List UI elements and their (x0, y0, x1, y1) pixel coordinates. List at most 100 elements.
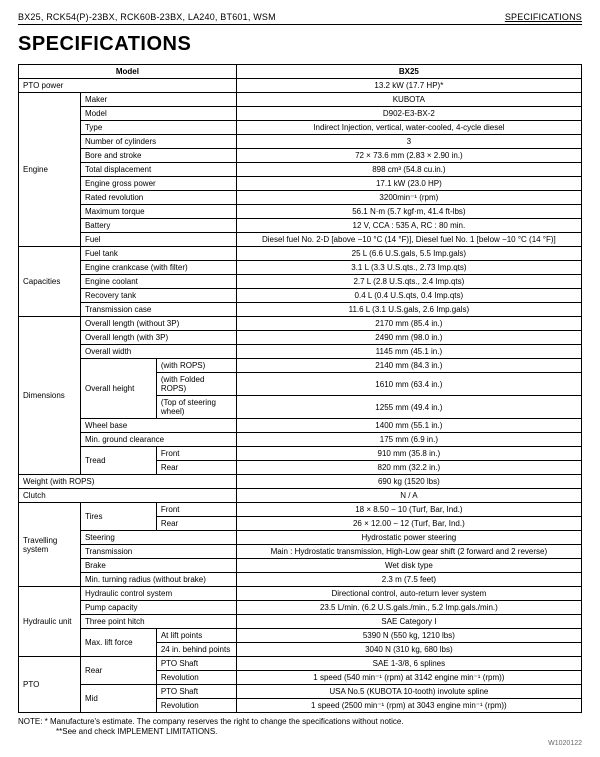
group-pto: PTO (19, 657, 81, 713)
row-value: D902-E3-BX-2 (236, 107, 581, 121)
row-value: 898 cm³ (54.8 cu.in.) (236, 163, 581, 177)
row-value: 0.4 L (0.4 U.S.qts, 0.4 Imp.qts) (236, 289, 581, 303)
model-header-label: Model (19, 65, 237, 79)
row-label: Pump capacity (80, 601, 236, 615)
row-label: Hydraulic control system (80, 587, 236, 601)
row-sublabel: At lift points (156, 629, 236, 643)
row-label: Engine coolant (80, 275, 236, 289)
row-label: Clutch (19, 489, 237, 503)
row-label: Mid (80, 685, 156, 713)
row-value: 11.6 L (3.1 U.S.gals, 2.6 Imp.gals) (236, 303, 581, 317)
row-label: Number of cylinders (80, 135, 236, 149)
model-header-value: BX25 (236, 65, 581, 79)
row-label: PTO power (19, 79, 237, 93)
row-label: Tires (80, 503, 156, 531)
row-label: Bore and stroke (80, 149, 236, 163)
row-value: 56.1 N·m (5.7 kgf·m, 41.4 ft-lbs) (236, 205, 581, 219)
row-sublabel: Front (156, 503, 236, 517)
group-dimensions: Dimensions (19, 317, 81, 475)
row-label: Overall width (80, 345, 236, 359)
header-left: BX25, RCK54(P)-23BX, RCK60B-23BX, LA240,… (18, 12, 276, 22)
row-value: 18 × 8.50 − 10 (Turf, Bar, Ind.) (236, 503, 581, 517)
row-label: Total displacement (80, 163, 236, 177)
page: BX25, RCK54(P)-23BX, RCK60B-23BX, LA240,… (0, 0, 600, 757)
row-value: 820 mm (32.2 in.) (236, 461, 581, 475)
row-value: 2.7 L (2.8 U.S.qts., 2.4 Imp.qts) (236, 275, 581, 289)
row-sublabel: Revolution (156, 699, 236, 713)
group-capacities: Capacities (19, 247, 81, 317)
row-sublabel: Front (156, 447, 236, 461)
row-value: 3.1 L (3.3 U.S.qts., 2.73 Imp.qts) (236, 261, 581, 275)
row-label: Battery (80, 219, 236, 233)
row-sublabel: (with Folded ROPS) (156, 373, 236, 396)
row-value: KUBOTA (236, 93, 581, 107)
page-header: BX25, RCK54(P)-23BX, RCK60B-23BX, LA240,… (18, 12, 582, 25)
row-value: 12 V, CCA : 535 A, RC : 80 min. (236, 219, 581, 233)
row-value: 3040 N (310 kg, 680 lbs) (236, 643, 581, 657)
page-title: SPECIFICATIONS (18, 33, 582, 56)
row-label: Fuel (80, 233, 236, 247)
row-value: 1 speed (540 min⁻¹ (rpm) at 3142 engine … (236, 671, 581, 685)
row-sublabel: Revolution (156, 671, 236, 685)
row-label: Overall height (80, 359, 156, 419)
row-value: Diesel fuel No. 2-D [above −10 °C (14 °F… (236, 233, 581, 247)
row-value: 13.2 kW (17.7 HP)* (236, 79, 581, 93)
row-value: 910 mm (35.8 in.) (236, 447, 581, 461)
row-value: 1400 mm (55.1 in.) (236, 419, 581, 433)
row-label: Min. turning radius (without brake) (80, 573, 236, 587)
row-label: Rated revolution (80, 191, 236, 205)
header-right: SPECIFICATIONS (505, 12, 582, 22)
row-value: 3200min⁻¹ (rpm) (236, 191, 581, 205)
row-label: Type (80, 121, 236, 135)
note-line1: NOTE: * Manufacture's estimate. The comp… (18, 717, 582, 727)
note-line2: **See and check IMPLEMENT LIMITATIONS. (18, 727, 582, 737)
row-value: Indirect Injection, vertical, water-cool… (236, 121, 581, 135)
row-label: Engine crankcase (with filter) (80, 261, 236, 275)
row-value: 26 × 12.00 − 12 (Turf, Bar, Ind.) (236, 517, 581, 531)
row-value: 1610 mm (63.4 in.) (236, 373, 581, 396)
row-value: SAE Category I (236, 615, 581, 629)
row-label: Rear (80, 657, 156, 685)
row-value: 2490 mm (98.0 in.) (236, 331, 581, 345)
row-label: Tread (80, 447, 156, 475)
spec-table: Model BX25 PTO power 13.2 kW (17.7 HP)* … (18, 64, 582, 713)
row-value: 175 mm (6.9 in.) (236, 433, 581, 447)
row-value: 2.3 m (7.5 feet) (236, 573, 581, 587)
row-label: Overall length (without 3P) (80, 317, 236, 331)
group-hydraulic: Hydraulic unit (19, 587, 81, 657)
row-value: 25 L (6.6 U.S.gals, 5.5 Imp.gals) (236, 247, 581, 261)
row-value: 5390 N (550 kg, 1210 lbs) (236, 629, 581, 643)
row-label: Engine gross power (80, 177, 236, 191)
row-label: Min. ground clearance (80, 433, 236, 447)
row-value: Hydrostatic power steering (236, 531, 581, 545)
row-label: Transmission case (80, 303, 236, 317)
row-sublabel: PTO Shaft (156, 657, 236, 671)
row-value: 72 × 73.6 mm (2.83 × 2.90 in.) (236, 149, 581, 163)
row-label: Brake (80, 559, 236, 573)
row-label: Model (80, 107, 236, 121)
row-value: 3 (236, 135, 581, 149)
row-label: Three point hitch (80, 615, 236, 629)
row-value: 2170 mm (85.4 in.) (236, 317, 581, 331)
row-value: SAE 1-3/8, 6 splines (236, 657, 581, 671)
row-sublabel: Rear (156, 517, 236, 531)
row-value: USA No.5 (KUBOTA 10-tooth) involute spli… (236, 685, 581, 699)
row-label: Weight (with ROPS) (19, 475, 237, 489)
row-value: 17.1 kW (23.0 HP) (236, 177, 581, 191)
row-sublabel: (Top of steering wheel) (156, 396, 236, 419)
row-value: Directional control, auto-return lever s… (236, 587, 581, 601)
row-value: 1255 mm (49.4 in.) (236, 396, 581, 419)
row-label: Max. lift force (80, 629, 156, 657)
page-code: W1020122 (18, 740, 582, 747)
row-value: N / A (236, 489, 581, 503)
row-value: 690 kg (1520 lbs) (236, 475, 581, 489)
row-label: Transmission (80, 545, 236, 559)
row-label: Overall length (with 3P) (80, 331, 236, 345)
row-label: Recovery tank (80, 289, 236, 303)
row-label: Fuel tank (80, 247, 236, 261)
row-value: 23.5 L/min. (6.2 U.S.gals./min., 5.2 Imp… (236, 601, 581, 615)
row-value: 2140 mm (84.3 in.) (236, 359, 581, 373)
row-label: Maximum torque (80, 205, 236, 219)
row-value: Wet disk type (236, 559, 581, 573)
row-label: Wheel base (80, 419, 236, 433)
